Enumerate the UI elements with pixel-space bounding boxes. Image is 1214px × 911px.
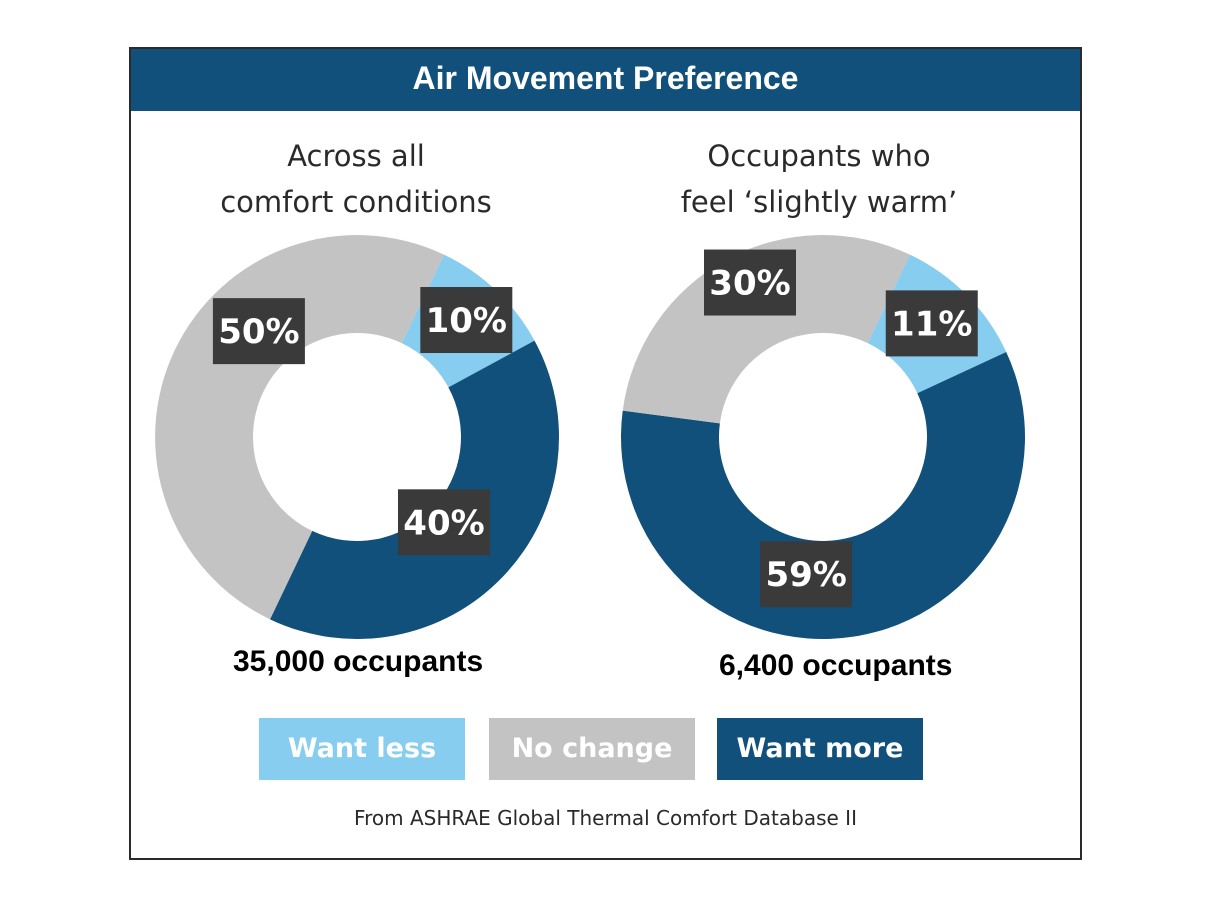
donut-2: 11% 59% 30% [621, 235, 1025, 640]
donut-2-data-label-3: 30% [709, 264, 790, 304]
donut-2-subtitle-line-1: Occupants who [707, 139, 931, 173]
legend-no-change: No change [489, 718, 695, 780]
donut-1-occupant-count: 35,000 occupants [233, 645, 484, 678]
donut-1-subtitle: Across all comfort conditions [161, 133, 551, 225]
donut-2-data-label-2: 59% [765, 555, 846, 595]
donut-1-slice-want-more [270, 340, 559, 639]
donut-1-data-label-2: 40% [403, 503, 484, 543]
donut-2-label-box-2 [760, 541, 853, 608]
donut-1-data-label-1: 10% [426, 301, 507, 341]
donut-2-data-label-1: 11% [891, 304, 972, 344]
donut-2-label-box-1 [885, 290, 978, 357]
legend-want-less: Want less [259, 718, 465, 780]
donut-2-occupant-count: 6,400 occupants [719, 649, 953, 682]
donut-1-data-label-3: 50% [218, 312, 299, 352]
source-note: From ASHRAE Global Thermal Comfort Datab… [354, 806, 857, 830]
donut-1-label-box-3 [212, 298, 305, 365]
donut-2-subtitle-line-2: feel ‘slightly warm’ [680, 185, 958, 219]
donut-2-label-box-3 [703, 249, 796, 316]
donut-1: 10% 40% 50% [155, 235, 559, 639]
donut-1-subtitle-line-2: comfort conditions [220, 185, 492, 219]
infographic-frame: Air Movement Preference Across all comfo… [129, 47, 1082, 860]
donut-1-label-box-2 [397, 489, 490, 556]
donut-2-slice-want-more [621, 351, 1025, 640]
legend-want-more: Want more [717, 718, 923, 780]
donut-1-subtitle-line-1: Across all [287, 139, 425, 173]
donut-2-slice-no-change [622, 235, 910, 424]
chart-title: Air Movement Preference [131, 49, 1080, 111]
donut-2-subtitle: Occupants who feel ‘slightly warm’ [619, 133, 1019, 225]
donut-1-label-box-1 [420, 287, 513, 354]
